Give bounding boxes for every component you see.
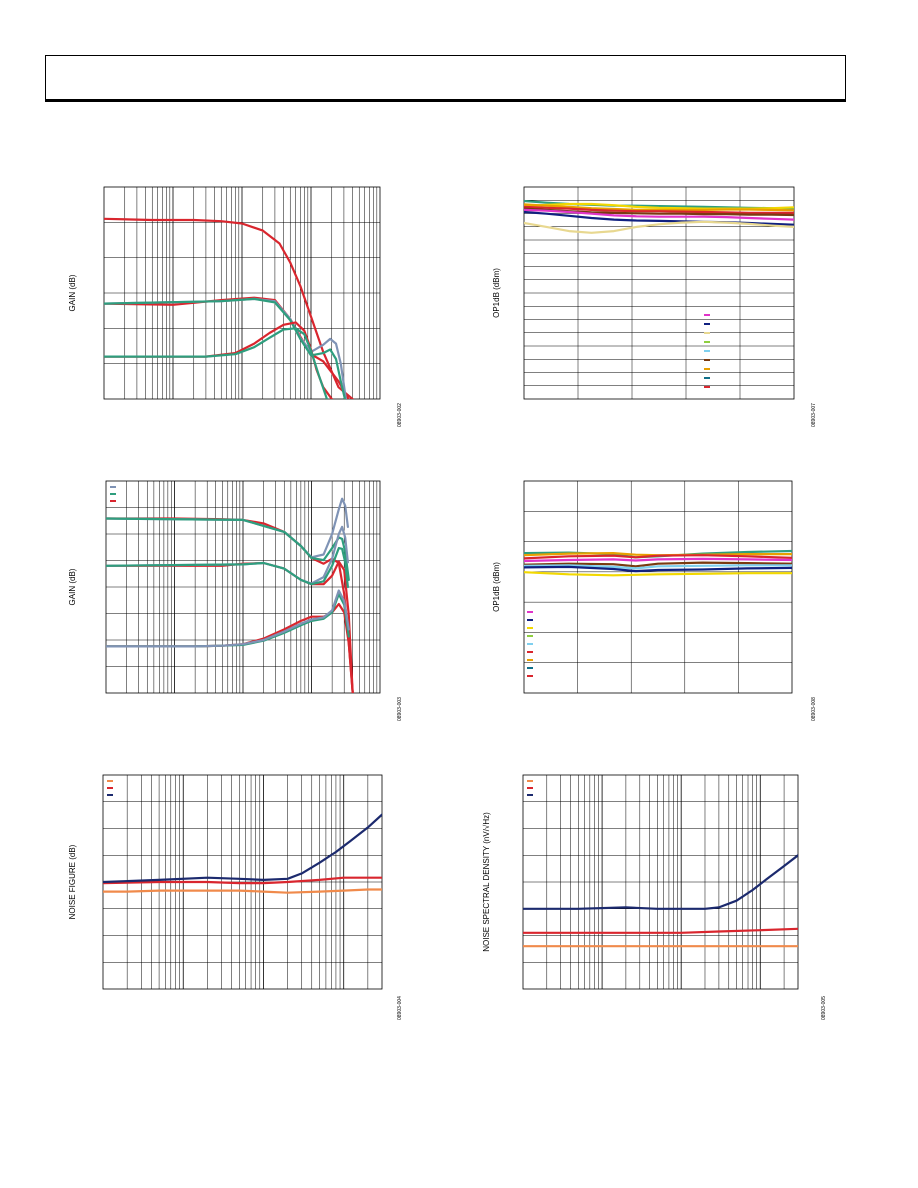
series-line-8 <box>524 571 792 577</box>
page-header-box <box>45 55 846 102</box>
series-line-2 <box>523 927 798 934</box>
y-axis-title: NOISE FIGURE (dB) <box>68 844 77 919</box>
figure-code: 08903-008 <box>811 697 817 721</box>
gain-high-chart: GAIN (dB) 08903-003 <box>68 480 403 721</box>
plot-frame <box>523 186 795 400</box>
series-group <box>103 813 382 894</box>
series-line-3 <box>523 854 798 910</box>
series-line-3 <box>106 517 350 582</box>
series-line-4 <box>104 297 346 399</box>
legend <box>107 780 113 796</box>
plot-frame <box>522 774 799 990</box>
series-group <box>104 217 354 399</box>
legend <box>527 611 533 677</box>
op1db-bottom-chart: OP1dB (dBm) 08903-008 <box>492 480 817 721</box>
series-line-2 <box>104 296 350 399</box>
op1db-top-chart: OP1dB (dBm) 08903-007 <box>492 186 817 427</box>
series-line-4 <box>524 557 792 563</box>
figure-code: 08903-002 <box>397 403 403 427</box>
plot-frame <box>105 480 381 694</box>
series-line-6 <box>524 208 794 221</box>
y-axis-title: OP1dB (dBm) <box>492 562 501 612</box>
figure-code: 08903-007 <box>811 403 817 427</box>
y-axis-title: GAIN (dB) <box>68 568 77 605</box>
y-axis-title: OP1dB (dBm) <box>492 268 501 318</box>
series-group <box>106 497 354 693</box>
series-line-6 <box>106 546 349 589</box>
figure-code: 08903-004 <box>397 996 403 1020</box>
series-line-5 <box>524 561 792 568</box>
noise-figure-chart: NOISE FIGURE (dB) 08903-004 <box>68 774 403 1020</box>
legend <box>704 314 710 388</box>
grid-lines <box>104 187 380 399</box>
series-line-6 <box>524 564 792 570</box>
series-line-1 <box>106 517 354 693</box>
grid-lines <box>523 775 798 989</box>
figure-code: 08903-005 <box>821 996 827 1020</box>
plot-frame <box>103 186 381 400</box>
series-line-7 <box>524 565 792 573</box>
series-line-1 <box>103 888 382 894</box>
y-axis-title: NOISE SPECTRAL DENSITY (nV/√Hz) <box>482 812 491 952</box>
grid-lines <box>524 481 792 693</box>
grid-lines <box>524 187 794 399</box>
series-line-3 <box>524 554 792 560</box>
figure-code: 08903-003 <box>397 697 403 721</box>
series-line-2 <box>103 876 382 885</box>
series-line-6 <box>104 327 328 399</box>
series-line-2 <box>524 551 792 557</box>
series-group <box>524 199 794 234</box>
y-axis-title: GAIN (dB) <box>68 274 77 311</box>
series-line-9 <box>106 589 350 648</box>
noise-spectral-density-chart: NOISE SPECTRAL DENSITY (nV/√Hz) 08903-005 <box>482 774 827 1020</box>
legend <box>527 780 533 796</box>
series-group <box>523 854 798 948</box>
legend <box>110 486 116 502</box>
series-line-8 <box>524 220 794 234</box>
series-line-3 <box>103 813 382 884</box>
series-line-1 <box>104 217 354 399</box>
series-line-7 <box>106 602 354 693</box>
plot-frame <box>523 480 793 694</box>
series-line-3 <box>524 203 794 212</box>
gain-low-chart: GAIN (dB) 08903-002 <box>68 186 403 427</box>
series-group <box>524 549 792 577</box>
series-line-4 <box>524 205 794 214</box>
